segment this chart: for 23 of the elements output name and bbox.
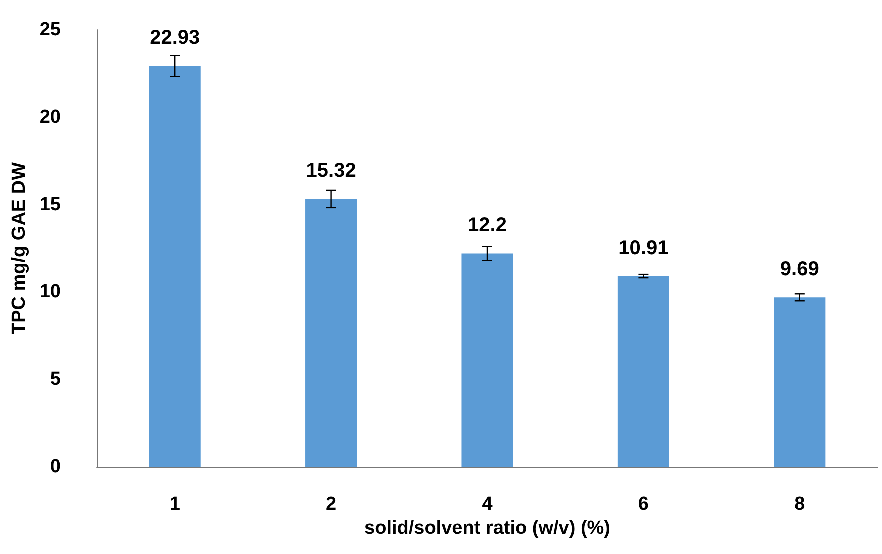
data-label: 10.91 (618, 237, 669, 260)
y-tick-label: 20 (40, 106, 61, 128)
bar (306, 199, 358, 467)
y-tick-label: 0 (50, 456, 61, 478)
data-label: 22.93 (150, 27, 200, 50)
bar (618, 276, 670, 467)
y-tick-label: 10 (40, 282, 61, 303)
x-tick-label: 1 (170, 494, 181, 515)
bar (149, 66, 201, 467)
y-axis-title: TPC mg/g GAE DW (8, 162, 30, 335)
data-label: 9.69 (780, 258, 820, 281)
bar (462, 254, 514, 467)
x-tick-label: 4 (482, 494, 494, 515)
y-tick-label: 5 (50, 369, 62, 390)
x-tick-label: 8 (794, 494, 806, 515)
bar (774, 298, 826, 467)
data-label: 15.32 (306, 160, 356, 182)
x-tick-label: 2 (326, 494, 337, 515)
y-tick-label: 15 (40, 194, 62, 216)
x-axis-title: solid/solvent ratio (w/v) (%) (364, 518, 610, 539)
data-label: 12.2 (468, 214, 507, 237)
y-tick-label: 25 (40, 20, 62, 40)
x-tick-label: 6 (638, 494, 649, 515)
